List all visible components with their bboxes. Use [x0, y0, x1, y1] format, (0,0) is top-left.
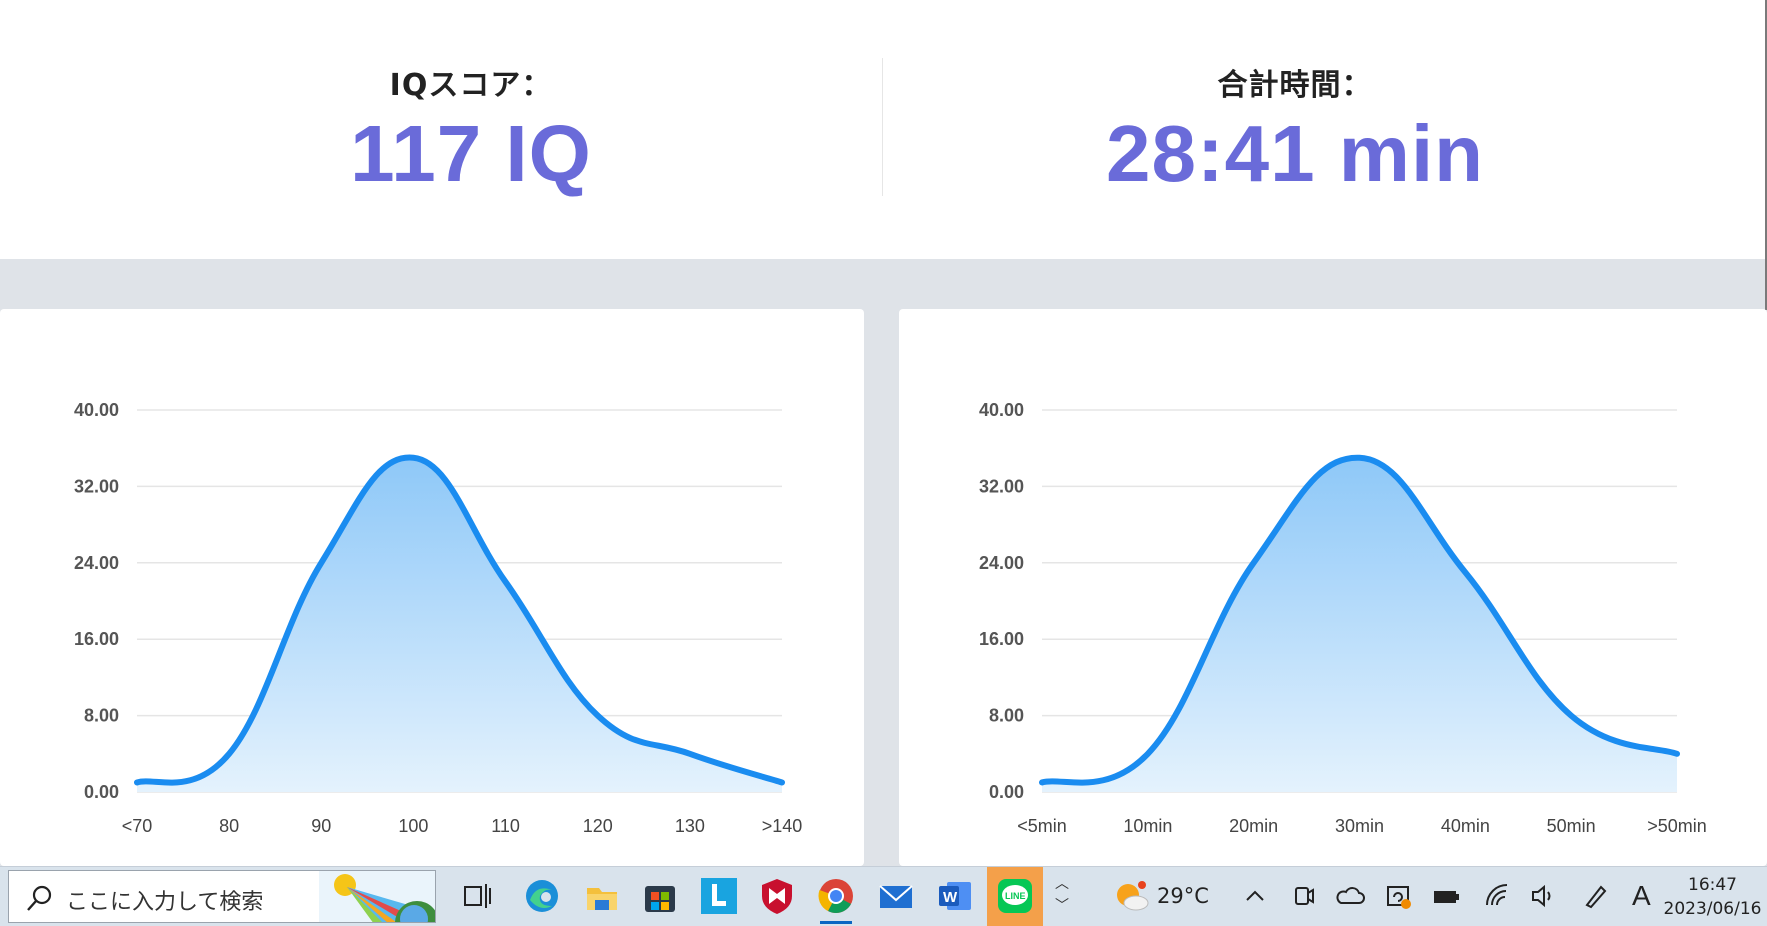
- scrollbar-edge: [1765, 0, 1767, 310]
- time-x-tick-label: 20min: [1229, 816, 1278, 836]
- time-y-tick-label: 40.00: [979, 400, 1024, 420]
- time-x-tick-label: 30min: [1335, 816, 1384, 836]
- time-y-tick-label: 16.00: [979, 629, 1024, 649]
- ime-indicator[interactable]: A: [1632, 880, 1651, 911]
- wifi-icon[interactable]: [1484, 883, 1510, 909]
- taskbar: ここに入力して検索: [0, 866, 1767, 926]
- time-x-tick-label: 40min: [1441, 816, 1490, 836]
- time-y-tick-label: 8.00: [989, 706, 1024, 726]
- iq-score-label: IQスコア：: [389, 68, 553, 103]
- total-time-label: 合計時間：: [1217, 68, 1373, 103]
- iq-score-block: IQスコア： 117 IQ: [31, 60, 911, 200]
- iq-score-value: 117 IQ: [350, 109, 592, 198]
- score-summary: IQスコア： 117 IQ 合計時間： 28:41 min: [0, 0, 1767, 259]
- l-app-icon[interactable]: [699, 876, 739, 916]
- iq-x-tick-label: 120: [583, 816, 613, 836]
- iq-y-tick-label: 8.00: [84, 706, 119, 726]
- time-series-line: [1039, 454, 1680, 786]
- svg-text:LINE: LINE: [1005, 891, 1026, 901]
- total-time-value: 28:41 min: [1105, 109, 1485, 198]
- svg-text:W: W: [943, 889, 958, 906]
- iq-y-tick-label: 16.00: [74, 629, 119, 649]
- update-notification-icon[interactable]: [1385, 883, 1413, 911]
- iq-x-tick-label: >140: [762, 816, 803, 836]
- clock-date: 2023/06/16: [1663, 899, 1762, 919]
- chrome-icon[interactable]: [816, 876, 856, 924]
- iq-x-tick-label: <70: [122, 816, 153, 836]
- search-icon: [27, 885, 52, 911]
- weather-temperature[interactable]: 29°C: [1157, 884, 1209, 908]
- time-x-tick-label: >50min: [1647, 816, 1707, 836]
- file-explorer-icon[interactable]: [582, 876, 622, 916]
- onedrive-icon[interactable]: [1335, 885, 1365, 909]
- taskbar-search-box[interactable]: ここに入力して検索: [8, 870, 436, 923]
- weather-icon[interactable]: [1112, 877, 1152, 917]
- iq-series-line: [134, 454, 785, 786]
- volume-icon[interactable]: [1530, 883, 1556, 909]
- search-highlight-icon: [319, 871, 435, 922]
- time-x-tick-label: 10min: [1123, 816, 1172, 836]
- time-x-tick-label: 50min: [1547, 816, 1596, 836]
- time-y-tick-label: 24.00: [979, 553, 1024, 573]
- meet-now-icon[interactable]: [1291, 883, 1317, 909]
- line-icon[interactable]: LINE: [995, 876, 1035, 916]
- chevron-up-icon[interactable]: ︿: [1055, 876, 1069, 892]
- time-y-tick-label: 32.00: [979, 476, 1024, 496]
- clock-time: 16:47: [1688, 875, 1737, 895]
- taskbar-overflow-chevrons[interactable]: ︿ ﹀: [1052, 873, 1072, 917]
- iq-x-tick-label: 80: [219, 816, 239, 836]
- chevron-down-icon[interactable]: ﹀: [1055, 898, 1069, 914]
- iq-x-tick-label: 100: [398, 816, 428, 836]
- word-icon[interactable]: W: [935, 876, 975, 916]
- iq-y-tick-label: 0.00: [84, 782, 119, 802]
- total-time-block: 合計時間： 28:41 min: [855, 60, 1735, 200]
- iq-x-tick-label: 90: [311, 816, 331, 836]
- time-y-tick-label: 0.00: [989, 782, 1024, 802]
- search-placeholder: ここに入力して検索: [66, 890, 264, 915]
- iq-distribution-chart: 0.00 8.00 16.00 24.00 32.00 40.00 <70 80 90 100 11…: [74, 400, 803, 836]
- iq-y-tick-label: 40.00: [74, 400, 119, 420]
- iq-y-tick-label: 24.00: [74, 553, 119, 573]
- taskbar-clock[interactable]: 16:47 2023/06/16: [1660, 873, 1765, 921]
- iq-x-tick-label: 130: [675, 816, 705, 836]
- iq-area-fill: [137, 457, 782, 792]
- battery-icon[interactable]: [1432, 885, 1460, 909]
- iq-distribution-panel: 0.00 8.00 16.00 24.00 32.00 40.00 <70 80 90 100 11…: [0, 309, 864, 866]
- time-distribution-panel: 0.00 8.00 16.00 24.00 32.00 40.00 <5min 10min 20…: [899, 309, 1767, 866]
- mail-icon[interactable]: [876, 876, 916, 916]
- time-area-fill: [1042, 457, 1677, 792]
- pen-icon[interactable]: [1583, 883, 1609, 909]
- divider: [882, 58, 883, 196]
- time-distribution-chart: 0.00 8.00 16.00 24.00 32.00 40.00 <5min 10min 20…: [979, 400, 1707, 836]
- iq-x-tick-label: 110: [491, 816, 520, 836]
- show-hidden-icons-icon[interactable]: [1243, 885, 1267, 909]
- task-view-icon[interactable]: [457, 876, 497, 916]
- store-icon[interactable]: [640, 876, 680, 916]
- edge-icon[interactable]: [522, 876, 562, 916]
- iq-y-tick-label: 32.00: [74, 476, 119, 496]
- time-x-tick-label: <5min: [1017, 816, 1067, 836]
- mcafee-icon[interactable]: [757, 876, 797, 916]
